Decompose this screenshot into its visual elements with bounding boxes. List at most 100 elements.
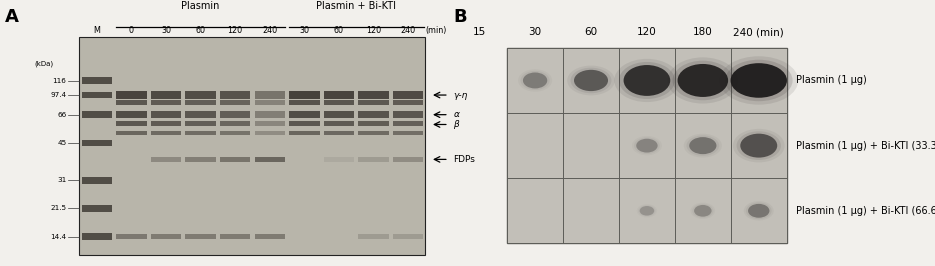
Bar: [81, 140, 112, 147]
Bar: [324, 157, 354, 162]
Text: 180: 180: [693, 27, 712, 37]
Bar: [151, 100, 181, 105]
Text: 60: 60: [334, 26, 344, 35]
Bar: [675, 178, 731, 243]
Ellipse shape: [719, 56, 798, 105]
Text: Plasmin + Bi-KTI: Plasmin + Bi-KTI: [316, 1, 396, 11]
Text: (min): (min): [425, 26, 447, 35]
Bar: [731, 178, 786, 243]
Bar: [358, 131, 389, 135]
Ellipse shape: [619, 62, 675, 99]
Ellipse shape: [686, 135, 719, 156]
Text: β: β: [453, 120, 459, 129]
Bar: [731, 48, 786, 113]
Text: 97.4: 97.4: [50, 92, 66, 98]
Bar: [116, 91, 147, 99]
Bar: [324, 91, 354, 99]
Text: (kDa): (kDa): [35, 60, 54, 67]
Bar: [358, 234, 389, 239]
Bar: [393, 121, 424, 126]
Bar: [185, 91, 216, 99]
Bar: [116, 111, 147, 118]
Bar: [185, 111, 216, 118]
Bar: [619, 178, 675, 243]
Text: 116: 116: [52, 78, 66, 84]
Bar: [393, 91, 424, 99]
Bar: [185, 100, 216, 105]
Bar: [675, 48, 731, 113]
Ellipse shape: [634, 137, 660, 154]
Ellipse shape: [672, 61, 733, 100]
Bar: [563, 113, 619, 178]
Bar: [81, 233, 112, 240]
Bar: [254, 91, 285, 99]
Bar: [731, 113, 786, 178]
Bar: [254, 131, 285, 135]
Bar: [254, 157, 285, 162]
Text: α: α: [453, 110, 459, 119]
Bar: [116, 121, 147, 126]
Bar: [220, 157, 251, 162]
Bar: [358, 111, 389, 118]
Ellipse shape: [694, 205, 712, 217]
Text: FDPs: FDPs: [453, 155, 475, 164]
Ellipse shape: [574, 70, 608, 91]
Bar: [563, 178, 619, 243]
Bar: [151, 111, 181, 118]
Text: 240: 240: [400, 26, 416, 35]
Text: 240 (min): 240 (min): [733, 27, 784, 37]
Text: 30: 30: [299, 26, 309, 35]
Bar: [507, 113, 563, 178]
Text: γ-η: γ-η: [453, 90, 468, 99]
Bar: [324, 131, 354, 135]
Text: 120: 120: [227, 26, 243, 35]
Bar: [507, 48, 563, 113]
Ellipse shape: [733, 129, 784, 162]
Text: 120: 120: [637, 27, 656, 37]
Text: Plasmin (1 μg) + Bi-KTI (33.3 ng): Plasmin (1 μg) + Bi-KTI (33.3 ng): [797, 141, 935, 151]
Bar: [393, 234, 424, 239]
Ellipse shape: [521, 71, 550, 90]
Bar: [220, 111, 251, 118]
Bar: [81, 205, 112, 212]
Bar: [289, 100, 320, 105]
Bar: [220, 121, 251, 126]
Bar: [563, 48, 619, 113]
Text: 30: 30: [161, 26, 171, 35]
Bar: [151, 234, 181, 239]
Bar: [393, 131, 424, 135]
Text: A: A: [5, 8, 19, 26]
Text: 60: 60: [195, 26, 206, 35]
Bar: [151, 91, 181, 99]
Text: 45: 45: [57, 140, 66, 146]
Bar: [507, 48, 786, 243]
Ellipse shape: [725, 60, 793, 101]
Bar: [254, 111, 285, 118]
Bar: [358, 121, 389, 126]
Bar: [151, 157, 181, 162]
Ellipse shape: [668, 57, 739, 103]
Ellipse shape: [614, 59, 680, 102]
Bar: [220, 91, 251, 99]
Text: 14.4: 14.4: [50, 234, 66, 240]
Ellipse shape: [741, 134, 777, 157]
Bar: [185, 121, 216, 126]
Bar: [393, 111, 424, 118]
Bar: [220, 234, 251, 239]
Text: Plasmin (1 μg) + Bi-KTI (66.6 ng): Plasmin (1 μg) + Bi-KTI (66.6 ng): [797, 206, 935, 216]
Bar: [289, 131, 320, 135]
Bar: [393, 100, 424, 105]
Bar: [81, 77, 112, 84]
Bar: [254, 100, 285, 105]
Bar: [289, 121, 320, 126]
Bar: [289, 111, 320, 118]
Ellipse shape: [730, 63, 787, 98]
Bar: [358, 157, 389, 162]
Bar: [393, 157, 424, 162]
Text: Plasmin: Plasmin: [181, 1, 220, 11]
Text: Plasmin (1 μg): Plasmin (1 μg): [797, 76, 867, 85]
Text: 21.5: 21.5: [50, 205, 66, 211]
Bar: [79, 37, 425, 255]
Ellipse shape: [568, 66, 615, 95]
Text: B: B: [453, 8, 468, 26]
